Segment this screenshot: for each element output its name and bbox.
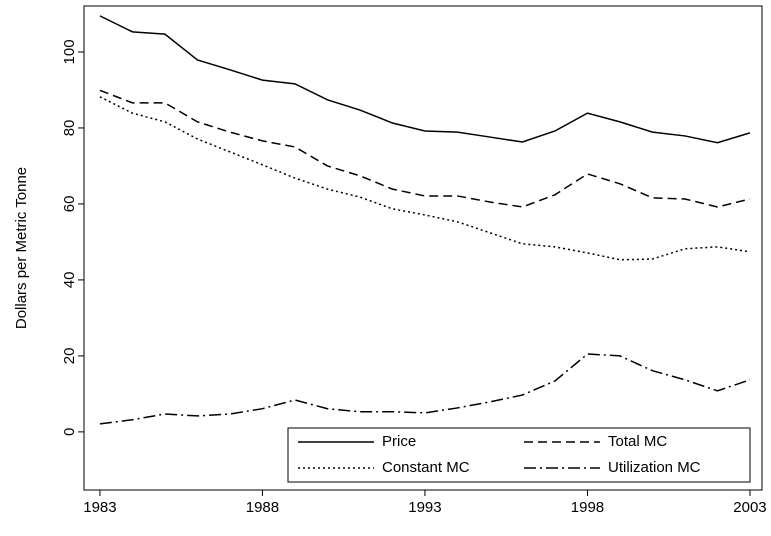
- legend-label: Constant MC: [382, 459, 470, 476]
- legend-label: Utilization MC: [608, 459, 701, 476]
- y-tick-label: 80: [61, 120, 78, 137]
- x-tick-label: 1993: [408, 499, 441, 516]
- x-tick-label: 1988: [246, 499, 279, 516]
- line-series: [99, 353, 751, 425]
- legend-label: Total MC: [608, 433, 667, 450]
- x-tick-label: 1998: [571, 499, 604, 516]
- y-tick-label: 100: [61, 39, 78, 64]
- x-tick-label: 2003: [733, 499, 766, 516]
- line-series: [99, 15, 751, 144]
- legend-box: [287, 427, 751, 483]
- y-tick-label: 40: [61, 272, 78, 289]
- plot-frame: [83, 5, 763, 491]
- y-tick-label: 0: [61, 428, 78, 436]
- y-tick-label: 60: [61, 196, 78, 213]
- y-axis-label: Dollars per Metric Tonne: [13, 167, 30, 329]
- x-tick-label: 1983: [83, 499, 116, 516]
- line-series: [99, 89, 751, 208]
- y-tick-label: 20: [61, 348, 78, 365]
- legend-label: Price: [382, 433, 416, 450]
